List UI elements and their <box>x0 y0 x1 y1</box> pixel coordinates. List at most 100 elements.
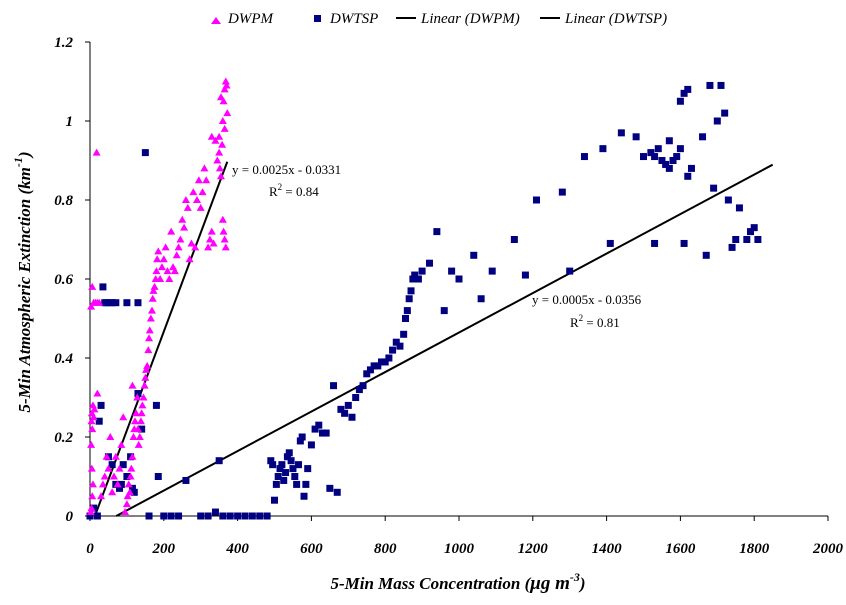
point-dwpm <box>134 440 143 448</box>
point-dwtsp <box>477 295 485 303</box>
point-dwtsp <box>103 299 111 307</box>
point-dwtsp <box>580 153 588 161</box>
point-dwtsp <box>521 271 529 279</box>
point-dwtsp <box>145 512 153 520</box>
legend-label-linear-dwtsp: Linear (DWTSP) <box>564 11 667 27</box>
point-dwtsp <box>366 366 374 374</box>
point-dwpm <box>133 425 142 433</box>
point-dwtsp <box>374 362 382 370</box>
point-dwtsp <box>352 394 360 401</box>
point-dwtsp <box>311 425 319 433</box>
point-dwtsp <box>99 283 107 291</box>
point-dwpm <box>124 480 133 488</box>
point-dwpm <box>106 433 115 440</box>
point-dwtsp <box>289 465 297 473</box>
x-tick-label: 0 <box>86 541 94 557</box>
point-dwpm <box>185 255 194 263</box>
point-dwpm <box>146 314 155 322</box>
point-dwtsp <box>241 512 249 520</box>
x-tick-label: 1600 <box>665 541 696 557</box>
point-dwtsp <box>315 421 323 429</box>
legend-marker-dwpm <box>211 17 221 24</box>
trendlines <box>93 161 774 517</box>
point-dwtsp <box>344 401 352 409</box>
point-dwtsp <box>130 488 138 496</box>
point-dwpm <box>218 117 227 124</box>
point-dwpm <box>139 393 148 401</box>
point-dwpm <box>113 480 122 488</box>
point-dwtsp <box>411 271 419 279</box>
point-dwpm <box>98 480 107 488</box>
point-dwtsp <box>378 358 386 366</box>
point-dwpm <box>126 472 135 480</box>
point-dwtsp <box>418 267 426 275</box>
point-dwtsp <box>123 299 131 307</box>
point-dwtsp <box>488 267 496 275</box>
point-dwpm <box>216 93 225 101</box>
point-dwtsp <box>302 480 310 488</box>
point-dwpm <box>194 176 203 184</box>
point-dwpm <box>215 132 224 140</box>
point-dwpm <box>93 389 102 397</box>
point-dwtsp <box>606 239 614 247</box>
point-dwpm <box>88 492 97 500</box>
point-dwpm <box>196 203 205 211</box>
point-dwtsp <box>304 465 312 473</box>
point-dwpm <box>159 255 168 263</box>
point-dwpm <box>174 243 183 251</box>
point-dwtsp <box>175 512 183 520</box>
point-dwtsp <box>706 81 714 89</box>
point-dwtsp <box>287 457 295 465</box>
point-dwpm <box>152 267 161 275</box>
point-dwpm <box>131 417 140 425</box>
point-dwpm <box>87 440 96 448</box>
point-dwpm <box>125 488 134 496</box>
point-dwpm <box>121 508 130 516</box>
point-dwpm <box>100 472 109 480</box>
point-dwtsp <box>95 417 103 425</box>
point-dwtsp <box>291 473 299 480</box>
point-dwpm <box>211 136 220 144</box>
point-dwtsp <box>414 275 422 283</box>
point-dwtsp <box>134 299 142 307</box>
point-dwpm <box>132 409 141 417</box>
point-dwtsp <box>647 149 655 157</box>
point-dwtsp <box>271 496 278 504</box>
point-dwpm <box>187 239 196 247</box>
point-dwpm <box>167 227 176 235</box>
point-dwpm <box>137 409 146 417</box>
point-dwpm <box>142 365 151 373</box>
dwtsp-equation: y = 0.0005x - 0.0356 R2 = 0.81 <box>532 292 642 330</box>
data-points <box>86 77 762 520</box>
point-dwtsp <box>128 484 136 492</box>
x-axis-title: 5-Min Mass Concentration (μg m-3) <box>330 570 585 594</box>
point-dwtsp <box>154 473 162 480</box>
point-dwtsp <box>355 386 363 394</box>
point-dwtsp <box>167 512 175 520</box>
point-dwtsp <box>440 307 448 315</box>
point-dwtsp <box>263 512 271 520</box>
point-dwpm <box>176 235 185 243</box>
point-dwtsp <box>234 512 242 520</box>
dwtsp-r2-text: R2 = 0.81 <box>570 313 620 330</box>
point-dwpm <box>117 440 126 448</box>
point-dwpm <box>87 464 96 472</box>
point-dwpm <box>90 405 99 413</box>
point-dwtsp <box>684 85 692 93</box>
point-dwtsp <box>684 172 692 180</box>
point-dwpm <box>180 223 189 231</box>
point-dwpm <box>129 433 138 440</box>
point-dwtsp <box>182 476 190 484</box>
point-dwtsp <box>680 89 688 97</box>
point-dwpm <box>161 243 170 251</box>
point-dwtsp <box>658 157 666 164</box>
point-dwpm <box>144 346 153 354</box>
y-axis-title: 5-Min Atmospheric Extinction (km-1) <box>11 151 34 412</box>
x-tick-label: 200 <box>152 541 176 557</box>
point-dwtsp <box>654 145 662 153</box>
point-dwpm <box>97 492 106 500</box>
point-dwpm <box>87 302 96 310</box>
point-dwpm <box>92 148 101 156</box>
point-dwtsp <box>735 204 743 212</box>
